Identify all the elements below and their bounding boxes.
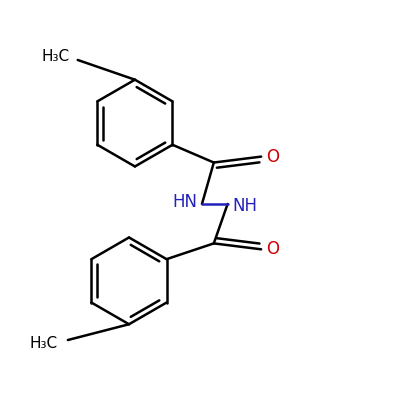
Text: HN: HN	[172, 193, 197, 211]
Text: O: O	[266, 240, 279, 258]
Text: H₃C: H₃C	[30, 336, 58, 352]
Text: NH: NH	[232, 197, 257, 215]
Text: O: O	[266, 148, 279, 166]
Text: H₃C: H₃C	[42, 48, 70, 64]
